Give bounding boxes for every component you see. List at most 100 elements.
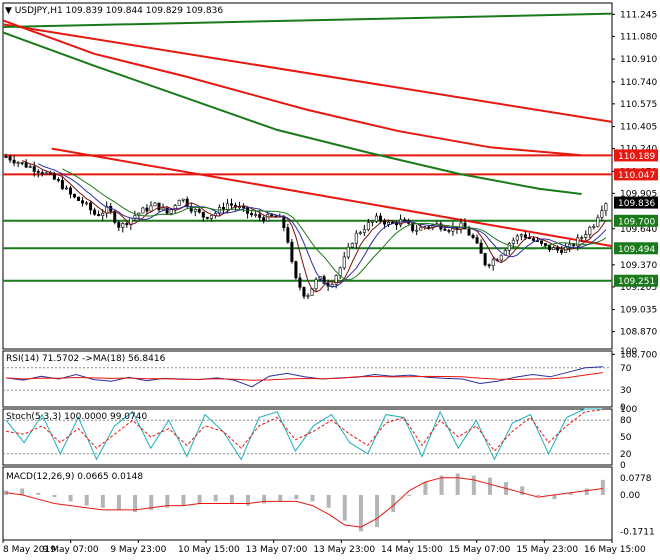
candle-body	[157, 202, 161, 211]
candle-body	[334, 275, 338, 285]
candle-body	[85, 202, 89, 205]
candle-body	[463, 222, 467, 230]
main-pane-frame	[2, 2, 613, 350]
candle-body	[64, 187, 68, 190]
candle-body	[12, 159, 16, 164]
candle-body	[447, 230, 451, 232]
candle-body	[596, 217, 600, 227]
candle-body	[298, 277, 302, 288]
time-axis-label: 13 May 07:00	[246, 545, 308, 555]
macd-signal-line	[5, 477, 603, 528]
candle-body	[411, 223, 415, 232]
candle-body	[592, 225, 596, 228]
price-axis-label: 109.370	[620, 261, 657, 271]
candle-body	[475, 237, 479, 244]
price-tag-label: 109.836	[618, 199, 655, 209]
macd-histogram-bar	[391, 494, 396, 513]
trend-line	[2, 12, 613, 29]
macd-histogram-bar	[20, 488, 25, 495]
price-tag	[614, 274, 658, 287]
price-tag-label: 110.189	[618, 152, 655, 162]
macd-histogram-bar	[326, 494, 331, 508]
macd-histogram-bar	[278, 494, 283, 502]
macd-histogram-bar	[149, 494, 154, 510]
macd-histogram-bar	[245, 494, 250, 506]
time-axis-label: 9 May 23:00	[110, 545, 166, 555]
candle-body	[117, 222, 121, 228]
price-tag	[614, 196, 658, 209]
candle-body	[358, 232, 362, 234]
macd-histogram-bar	[520, 486, 525, 495]
candle-body	[572, 244, 576, 247]
candle-body	[354, 232, 358, 244]
time-axis-label: 15 May 07:00	[449, 545, 511, 555]
candle-body	[242, 206, 246, 208]
stoch-axis-label: 80	[620, 416, 632, 426]
candle-body	[576, 237, 580, 247]
candle-body	[471, 234, 475, 238]
candle-body	[141, 207, 145, 214]
price-tag-label: 109.251	[618, 277, 655, 287]
price-axis-label: 109.640	[620, 225, 657, 235]
candle-body	[378, 215, 382, 221]
candle-body	[161, 207, 165, 211]
candle-body	[511, 239, 515, 244]
candle-body	[44, 172, 48, 175]
candle-body	[169, 209, 173, 214]
macd-histogram-bar	[310, 494, 315, 502]
macd-histogram-bar	[262, 494, 267, 504]
price-axis-label: 110.910	[620, 55, 657, 65]
candle-body	[121, 223, 125, 228]
price-tag	[614, 242, 658, 255]
candle-body	[366, 222, 370, 231]
candle-body	[93, 209, 97, 215]
candle-body	[40, 172, 44, 174]
macd-histogram-bar	[52, 494, 57, 498]
candle-body	[153, 202, 157, 207]
candle-body	[16, 162, 20, 164]
candle-body	[523, 234, 527, 238]
price-tag	[614, 214, 658, 227]
chart-header-symbol: ▼ USDJPY,H1 109.839 109.844 109.829 109.…	[5, 6, 223, 16]
price-axis-label: 109.905	[620, 189, 657, 199]
candle-body	[443, 228, 447, 231]
macd-histogram-bar	[165, 494, 170, 508]
time-axis-label: 8 May 2019	[3, 545, 56, 555]
macd-axis-label: 0.00	[620, 491, 640, 501]
candle-body	[539, 240, 543, 244]
macd-histogram-bar	[568, 492, 573, 495]
candle-body	[584, 234, 588, 238]
price-tag	[614, 149, 658, 162]
time-axis-label: 10 May 15:00	[178, 545, 240, 555]
candle-body	[306, 295, 310, 297]
price-axis-label: 110.740	[620, 78, 657, 88]
stoch-main-line	[5, 408, 603, 461]
macd-histogram-bar	[229, 494, 234, 504]
macd-histogram-bar	[68, 494, 73, 502]
candle-body	[221, 207, 225, 210]
candle-body	[181, 198, 185, 201]
macd-histogram-bar	[133, 494, 138, 513]
candle-body	[89, 202, 93, 211]
candle-body	[588, 227, 592, 235]
candle-body	[81, 200, 85, 204]
candle-body	[165, 207, 169, 214]
macd-histogram-bar	[213, 494, 218, 502]
candle-body	[185, 198, 189, 207]
candle-body	[387, 222, 391, 225]
candle-body	[467, 228, 471, 236]
candle-body	[427, 226, 431, 229]
stoch-axis-label: 20	[620, 450, 632, 460]
candle-body	[60, 180, 64, 190]
candle-body	[479, 242, 483, 254]
rsi-line	[5, 366, 603, 388]
rsi-axis-label: 70	[620, 364, 632, 374]
rsi-axis-label: 100	[620, 347, 637, 357]
short-moving-average-line	[38, 163, 607, 288]
price-axis-label: 111.080	[620, 32, 657, 42]
candle-body	[197, 209, 201, 213]
price-tag-label: 109.494	[618, 245, 655, 255]
price-tag	[614, 168, 658, 181]
candle-body	[97, 214, 101, 217]
candle-body	[548, 245, 552, 251]
